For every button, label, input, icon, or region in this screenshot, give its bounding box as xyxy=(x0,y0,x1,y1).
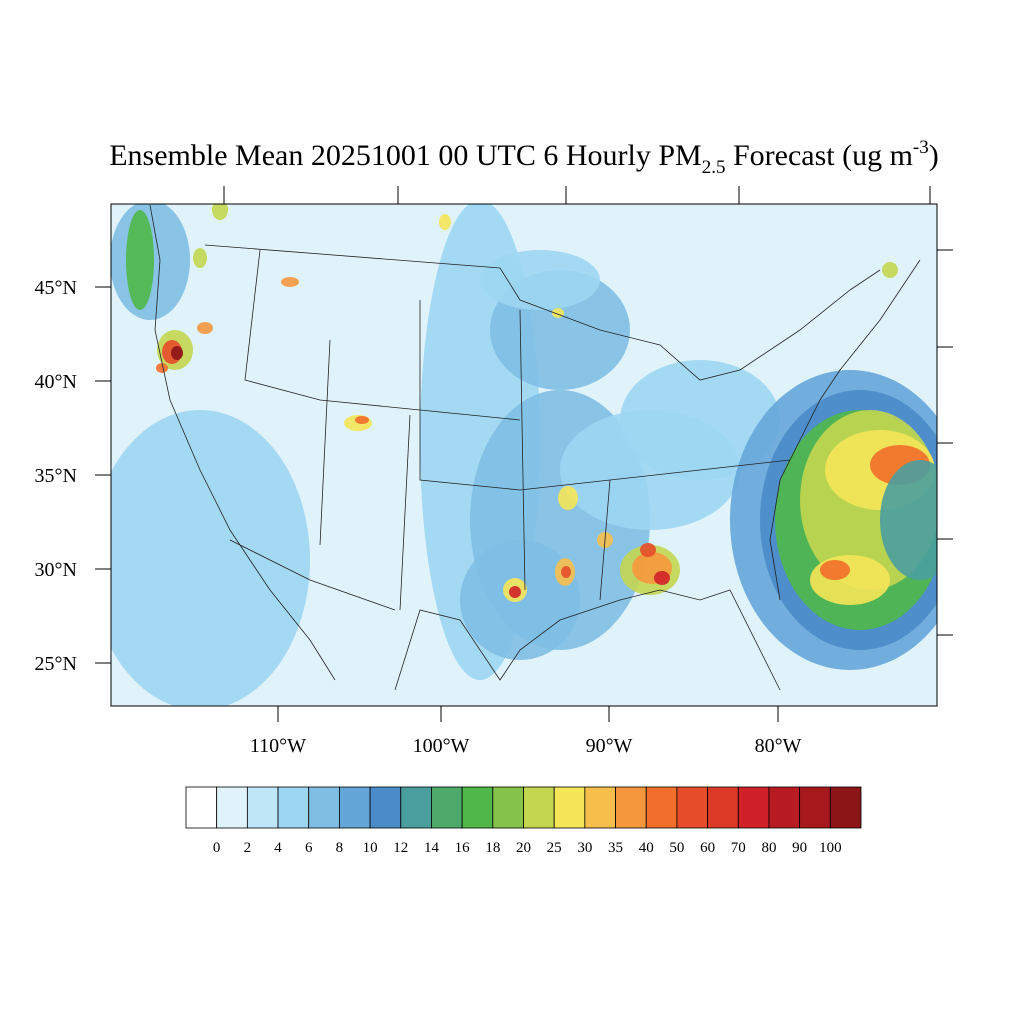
concentration-area xyxy=(509,586,521,598)
concentration-area xyxy=(640,543,656,557)
colorbar: 0 2 4 6 8 10 12 14 16 18 20 25 30 35 40 50 60 70 80 90 100 xyxy=(185,786,862,856)
colorbar-label: 40 xyxy=(639,840,654,856)
color-box xyxy=(277,786,310,829)
color-box xyxy=(431,786,463,829)
concentration-area xyxy=(654,571,670,585)
color-box xyxy=(553,786,586,829)
lon-label: 110°W xyxy=(250,735,306,757)
color-box xyxy=(737,786,770,829)
concentration-area xyxy=(439,214,451,230)
lat-label: 40°N xyxy=(35,371,77,393)
color-box xyxy=(645,786,678,829)
lon-label: 80°W xyxy=(755,735,802,757)
concentration-area xyxy=(197,322,213,334)
color-box xyxy=(584,786,616,829)
pm25-field xyxy=(111,204,937,706)
concentration-area xyxy=(620,360,780,480)
color-box xyxy=(707,786,739,829)
color-box xyxy=(461,786,494,829)
colorbar-label: 14 xyxy=(424,840,440,856)
colorbar-label: 0 xyxy=(213,840,221,856)
colorbar-label: 25 xyxy=(547,840,562,856)
colorbar-label: 100 xyxy=(819,840,842,856)
concentration-area xyxy=(558,486,578,510)
map-frame xyxy=(110,203,938,707)
title: Ensemble Mean 20251001 00 UTC 6 Hourly P… xyxy=(109,137,939,178)
colorbar-label: 80 xyxy=(761,840,776,856)
title-superscript: -3 xyxy=(913,137,929,158)
concentration-area xyxy=(171,346,183,360)
color-box xyxy=(369,786,402,829)
color-box xyxy=(400,786,432,829)
title-subscript: 2.5 xyxy=(702,157,726,178)
color-box xyxy=(246,786,279,829)
concentration-area xyxy=(880,460,937,580)
title-text: ) xyxy=(929,139,939,172)
colorbar-label: 30 xyxy=(577,840,592,856)
lat-label: 45°N xyxy=(35,277,77,299)
boundaries xyxy=(149,204,921,691)
color-box xyxy=(829,786,862,829)
concentration-area xyxy=(810,555,890,605)
colorbar-label: 35 xyxy=(608,840,623,856)
colorbar-label: 8 xyxy=(336,840,344,856)
title-text: Forecast (ug m xyxy=(725,139,912,172)
concentration-area xyxy=(355,416,369,424)
concentration-area xyxy=(212,204,228,220)
colorbar-label: 10 xyxy=(363,840,378,856)
colorbar-label: 60 xyxy=(700,840,715,856)
color-box xyxy=(615,786,647,829)
concentration-area xyxy=(480,250,600,310)
colorbar-label: 6 xyxy=(305,840,313,856)
color-box xyxy=(216,786,248,829)
color-box xyxy=(308,786,340,829)
colorbar-label: 4 xyxy=(274,840,282,856)
concentration-area xyxy=(820,560,850,580)
concentration-area xyxy=(882,262,898,278)
lat-label: 30°N xyxy=(35,559,77,581)
concentration-area xyxy=(156,363,168,373)
color-box xyxy=(676,786,708,829)
color-box xyxy=(492,786,524,829)
color-box xyxy=(523,786,555,829)
colorbar-label: 90 xyxy=(792,840,807,856)
title-text: Ensemble Mean 20251001 00 UTC 6 Hourly P… xyxy=(109,139,701,172)
colorbar-label: 16 xyxy=(455,840,471,856)
lat-label: 35°N xyxy=(35,465,77,487)
concentration-area xyxy=(111,410,310,706)
colorbar-label: 20 xyxy=(516,840,531,856)
colorbar-label: 2 xyxy=(244,840,252,856)
colorbar-label: 18 xyxy=(485,840,500,856)
colorbar-label: 70 xyxy=(731,840,746,856)
lat-label: 25°N xyxy=(35,653,77,675)
colorbar-label: 12 xyxy=(393,840,408,856)
concentration-area xyxy=(281,277,299,287)
colorbar-label: 50 xyxy=(669,840,684,856)
lon-label: 90°W xyxy=(586,735,633,757)
color-box xyxy=(339,786,371,829)
frame-ticks xyxy=(95,186,953,722)
concentration-area xyxy=(193,248,207,268)
color-box xyxy=(799,786,831,829)
concentration-area xyxy=(561,566,571,578)
lon-label: 100°W xyxy=(413,735,470,757)
color-box xyxy=(185,786,218,829)
concentration-area xyxy=(126,210,154,310)
color-box xyxy=(768,786,801,829)
